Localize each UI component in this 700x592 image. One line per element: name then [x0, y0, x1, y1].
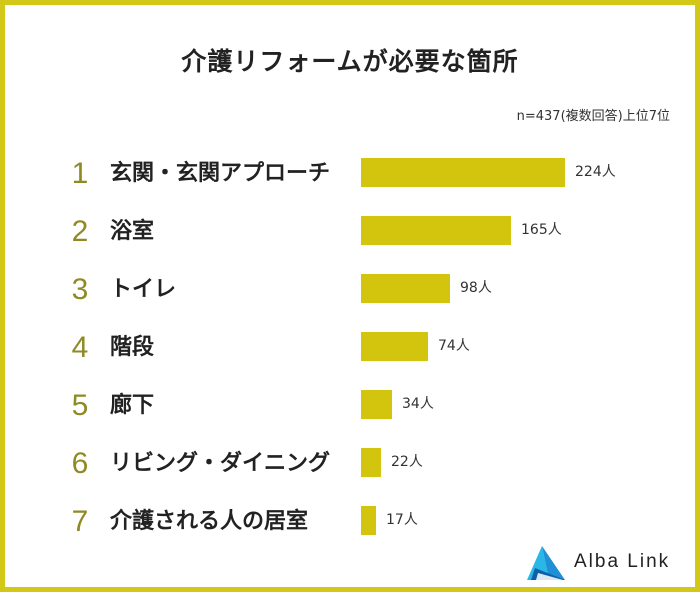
rank-number: 2: [71, 215, 89, 248]
bar: [361, 274, 450, 303]
bar: [361, 332, 428, 361]
value-label: 34人: [402, 396, 434, 412]
chart-row: 2 浴室 165人: [0, 212, 700, 252]
chart-row: 7 介護される人の居室 17人: [0, 502, 700, 542]
rank-number: 3: [71, 273, 89, 306]
value-label: 17人: [386, 512, 418, 528]
rank-number: 5: [71, 389, 89, 422]
chart-title: 介護リフォームが必要な箇所: [181, 47, 519, 76]
chart-row: 3 トイレ 98人: [0, 270, 700, 310]
value-label: 165人: [521, 222, 562, 238]
bar: [361, 390, 392, 419]
triangle-logo-icon: [527, 546, 565, 580]
bar: [361, 448, 381, 477]
chart-row: 5 廊下 34人: [0, 386, 700, 426]
brand-name: Alba Link: [574, 551, 671, 572]
sample-note: n=437(複数回答)上位7位: [516, 109, 670, 124]
category-label: リビング・ダイニング: [110, 451, 331, 476]
bar: [361, 158, 565, 187]
rank-number: 7: [71, 505, 89, 538]
value-label: 224人: [575, 164, 616, 180]
bar: [361, 506, 376, 535]
category-label: トイレ: [110, 277, 177, 302]
rank-number: 1: [71, 157, 89, 190]
category-label: 玄関・玄関アプローチ: [110, 161, 331, 186]
category-label: 廊下: [110, 393, 155, 418]
value-label: 22人: [391, 454, 423, 470]
bar: [361, 216, 511, 245]
category-label: 介護される人の居室: [110, 509, 309, 534]
category-label: 階段: [110, 335, 155, 360]
rank-number: 6: [71, 447, 89, 480]
category-label: 浴室: [110, 219, 155, 244]
value-label: 98人: [460, 280, 492, 296]
chart-row: 4 階段 74人: [0, 328, 700, 368]
chart-row: 6 リビング・ダイニング 22人: [0, 444, 700, 484]
rank-number: 4: [71, 331, 89, 364]
value-label: 74人: [438, 338, 470, 354]
chart-row: 1 玄関・玄関アプローチ 224人: [0, 154, 700, 194]
